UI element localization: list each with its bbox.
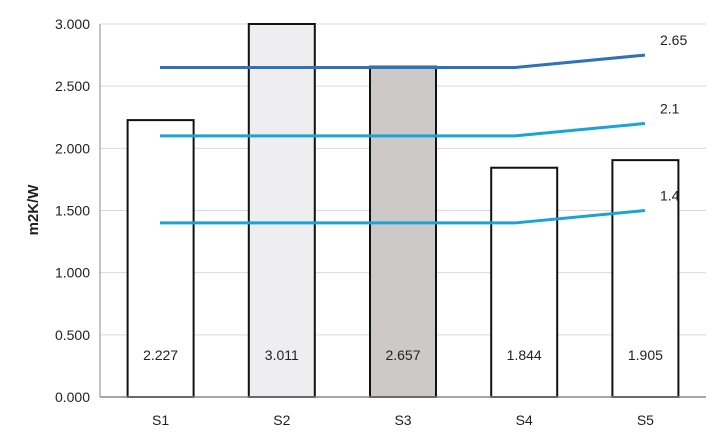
y-tick-label: 3.000 [55,16,90,32]
reference-line-label: 2.1 [660,100,680,116]
bar-value-label: 2.227 [143,347,178,363]
x-tick-label: S2 [273,412,290,428]
y-tick-label: 0.500 [55,327,90,343]
bar-value-label: 2.657 [385,347,420,363]
x-tick-label: S3 [394,412,411,428]
x-tick-label: S4 [516,412,533,428]
y-tick-label: 1.500 [55,203,90,219]
x-tick-label: S1 [152,412,169,428]
y-axis-title: m2K/W [25,184,42,236]
reference-line-1.4 [160,209,646,225]
bar-s4 [490,166,559,398]
reference-line-label: 1.4 [660,188,680,204]
y-tick-label: 2.500 [55,78,90,94]
y-tick-label: 1.000 [55,265,90,281]
y-tick-label: 2.000 [55,140,90,156]
bar-value-label: 1.844 [507,347,542,363]
bar-s5 [611,159,680,398]
reference-line-2.65 [160,53,646,70]
bar-value-label: 1.905 [628,347,663,363]
labels: 0.000 0.500 1.000 1.500 2.000 2.500 3.000 2.227… [55,16,688,428]
reference-lines [160,53,646,225]
reference-line-2.1 [160,121,646,138]
axes [99,24,706,398]
bar-s2 [247,23,316,398]
bar-value-label: 3.011 [265,347,299,363]
bars [126,23,680,398]
x-tick-label: S5 [637,412,654,428]
reference-line-label: 2.65 [660,32,687,48]
bar-s3 [369,65,437,398]
y-tick-label: 0.000 [55,389,90,405]
